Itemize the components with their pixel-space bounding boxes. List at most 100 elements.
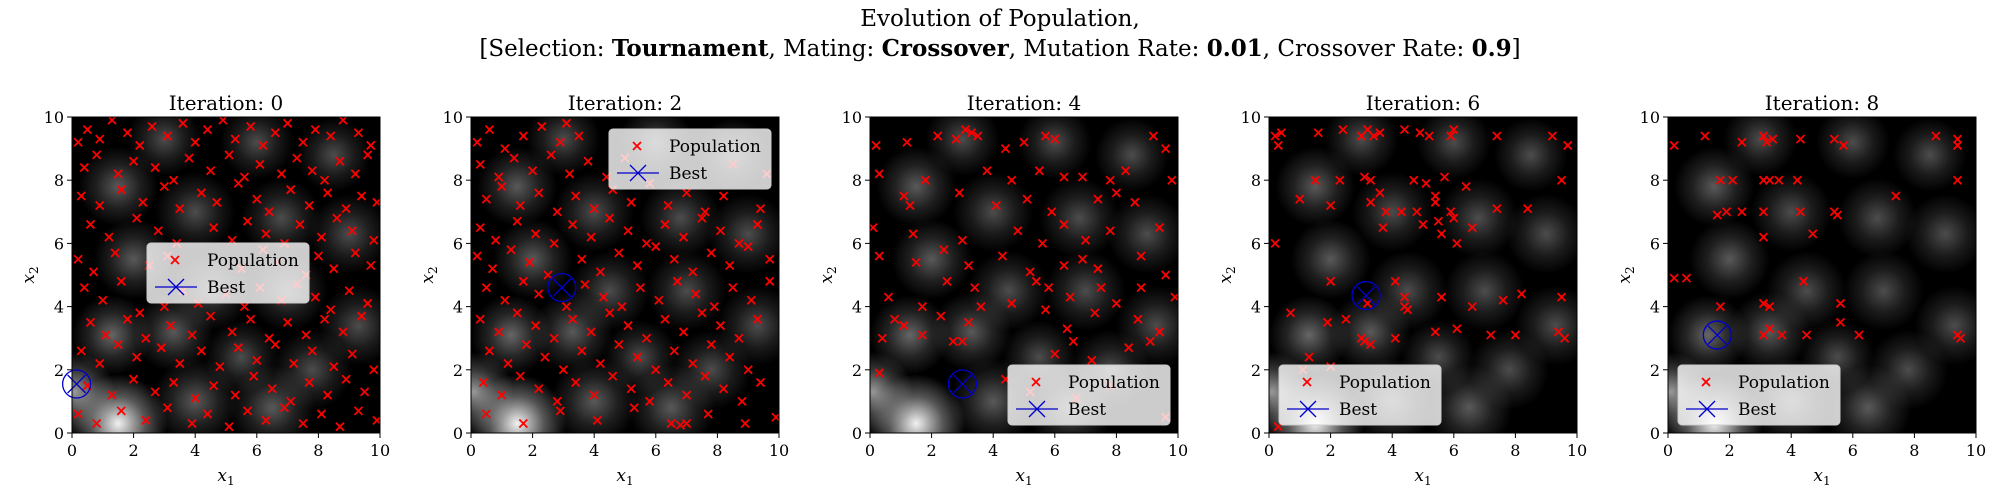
population-series: [1669, 131, 1966, 343]
population-point: [1737, 207, 1747, 217]
best-cross: [67, 374, 87, 394]
population-point: [1492, 204, 1502, 214]
population-point: [595, 358, 605, 369]
population-point: [1019, 137, 1029, 147]
population-point: [1952, 140, 1963, 151]
population-point: [583, 156, 593, 166]
population-point: [743, 365, 753, 375]
population-point: [1037, 238, 1048, 249]
marker-stroke-b: [113, 169, 123, 179]
population-point: [484, 346, 495, 356]
population-point: [552, 396, 562, 407]
population-point: [1399, 125, 1410, 135]
marker-stroke-b: [1838, 140, 1849, 151]
population-point: [153, 226, 163, 236]
marker-stroke-b: [1516, 289, 1527, 299]
marker-stroke-b: [537, 121, 547, 132]
landscape-blob: [1766, 250, 1847, 331]
population-point: [577, 254, 587, 264]
marker-stroke-b: [122, 128, 133, 138]
marker-stroke-b: [1396, 207, 1407, 217]
marker-stroke-b: [338, 327, 348, 337]
marker-stroke-b: [515, 371, 525, 381]
population-point: [555, 406, 565, 416]
marker-stroke-b: [911, 257, 921, 267]
population-point: [76, 346, 86, 356]
marker-stroke-b: [614, 248, 624, 258]
population-point: [113, 169, 123, 179]
best-point: [547, 272, 577, 303]
population-point: [1669, 273, 1679, 283]
marker-stroke-b: [335, 422, 345, 432]
marker-stroke-b: [141, 333, 151, 343]
marker-stroke-b: [1313, 128, 1323, 138]
population-point: [156, 343, 166, 353]
landscape-blobs: [471, 117, 779, 433]
marker-stroke-b: [1338, 125, 1348, 135]
marker-stroke-b: [95, 134, 105, 144]
marker-stroke-b: [132, 213, 142, 223]
population-point: [92, 418, 102, 429]
marker-stroke-b: [1047, 207, 1057, 217]
marker-stroke-b: [481, 283, 492, 293]
marker-stroke-b: [1285, 308, 1296, 318]
x-tick-label: 6: [1449, 441, 1459, 460]
population-point: [1452, 324, 1462, 334]
landscape-blob: [1352, 171, 1433, 252]
marker-stroke-b: [1421, 178, 1431, 188]
marker-stroke-b: [1952, 140, 1963, 151]
marker-stroke-b: [1080, 235, 1091, 245]
marker-stroke-b: [196, 188, 206, 198]
marker-stroke-b: [239, 301, 250, 312]
marker-stroke-b: [1446, 131, 1456, 141]
marker-stroke-b: [734, 333, 744, 343]
population-point: [1161, 270, 1171, 280]
landscape-blob: [1914, 285, 1976, 366]
marker-stroke-b: [132, 352, 142, 362]
population-point: [150, 387, 160, 397]
marker-stroke-b: [755, 377, 766, 388]
legend-population-label: Population: [1738, 373, 1830, 393]
marker-stroke-b: [79, 283, 89, 293]
population-point: [1093, 194, 1103, 204]
marker-stroke-b: [1854, 330, 1864, 340]
landscape-blob: [569, 250, 650, 331]
marker-stroke-b: [344, 286, 354, 296]
marker-stroke-b: [356, 311, 367, 321]
population-point: [540, 352, 550, 362]
marker-stroke-b: [1148, 131, 1158, 141]
best-cross: [952, 374, 972, 394]
population-point: [242, 216, 253, 226]
population-point: [951, 134, 961, 144]
population-point: [1486, 330, 1496, 340]
marker-stroke-b: [116, 185, 126, 195]
marker-stroke-b: [1093, 264, 1103, 274]
population-point: [475, 222, 485, 233]
marker-stroke-b: [88, 267, 99, 277]
x-tick-label: 8: [1111, 441, 1121, 460]
population-point: [524, 257, 535, 267]
population-point: [1452, 238, 1462, 249]
legend-population-label: Population: [1068, 373, 1160, 393]
marker-stroke-b: [323, 188, 333, 198]
marker-stroke-b: [524, 257, 535, 267]
population-point: [651, 241, 661, 252]
legend: Population Best: [1677, 364, 1841, 426]
marker-stroke-b: [1467, 301, 1477, 312]
marker-stroke-b: [326, 131, 336, 141]
population-point: [706, 339, 716, 350]
marker-stroke-b: [202, 409, 213, 419]
marker-stroke-b: [681, 188, 692, 198]
population-point: [1835, 317, 1846, 328]
marker-stroke-b: [76, 191, 86, 201]
landscape-blob: [1506, 193, 1577, 274]
population-point: [1758, 330, 1769, 340]
marker-stroke-b: [484, 125, 495, 135]
marker-stroke-b: [95, 358, 105, 369]
marker-stroke-b: [743, 365, 753, 375]
marker-stroke-b: [1362, 298, 1373, 309]
marker-stroke-b: [552, 396, 562, 407]
marker-stroke-b: [1390, 333, 1400, 343]
marker-stroke-b: [85, 219, 96, 230]
population-point: [190, 393, 200, 403]
